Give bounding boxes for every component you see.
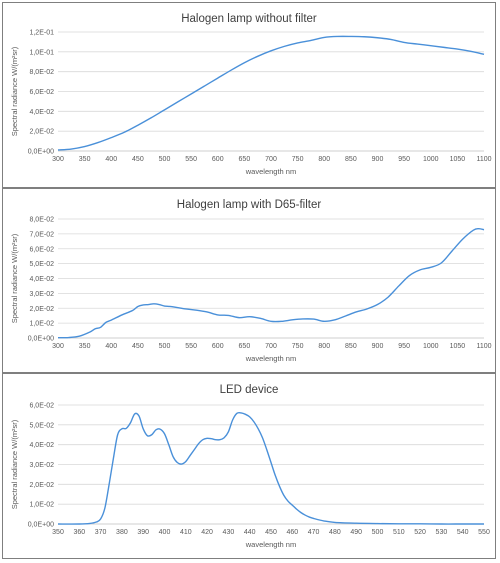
y-tick-label: 1,2E-01 <box>29 30 54 37</box>
x-tick-label: 370 <box>95 529 107 536</box>
x-tick-label: 750 <box>292 156 304 163</box>
y-tick-label: 6,0E-02 <box>29 89 54 96</box>
y-axis-label: Spectral radiance W/(m²sr) <box>10 233 19 323</box>
x-axis-label: wavelength nm <box>245 540 296 549</box>
x-tick-label: 460 <box>286 529 298 536</box>
x-tick-label: 500 <box>159 343 171 350</box>
y-tick-label: 0,0E+00 <box>28 149 54 156</box>
x-tick-label: 600 <box>212 343 224 350</box>
x-tick-label: 400 <box>105 343 117 350</box>
y-tick-label: 1,0E-02 <box>29 321 54 328</box>
x-axis-label: wavelength nm <box>245 354 296 363</box>
x-tick-label: 470 <box>308 529 320 536</box>
y-tick-label: 2,0E-02 <box>29 306 54 313</box>
y-tick-label: 8,0E-02 <box>29 69 54 76</box>
y-axis-label: Spectral radiance W/(m²sr) <box>10 46 19 136</box>
x-tick-label: 950 <box>398 343 410 350</box>
y-tick-label: 6,0E-02 <box>29 246 54 253</box>
x-tick-label: 490 <box>350 529 362 536</box>
y-tick-label: 1,0E-01 <box>29 49 54 56</box>
x-tick-label: 360 <box>73 529 85 536</box>
y-tick-label: 2,0E-02 <box>29 482 54 489</box>
y-tick-label: 7,0E-02 <box>29 231 54 238</box>
x-tick-label: 350 <box>52 529 64 536</box>
chart-panel-2: Halogen lamp with D65-filter 0,0E+00 1,0E… <box>2 188 496 373</box>
x-tick-label: 550 <box>185 343 197 350</box>
x-tick-label: 650 <box>239 343 251 350</box>
x-tick-label: 510 <box>393 529 405 536</box>
x-tick-label: 450 <box>132 343 144 350</box>
y-tick-label: 5,0E-02 <box>29 261 54 268</box>
x-tick-label: 390 <box>137 529 149 536</box>
x-tick-label: 1100 <box>476 343 491 350</box>
y-tick-label: 3,0E-02 <box>29 462 54 469</box>
y-tick-label: 3,0E-02 <box>29 291 54 298</box>
x-tick-label: 1000 <box>423 343 439 350</box>
x-tick-label: 800 <box>318 343 330 350</box>
chart-2: 0,0E+00 1,0E-02 2,0E-02 3,0E-02 4,0E-02 5,0E-… <box>10 217 492 364</box>
chart-panel-3: LED device 0,0E+00 1,0E-02 2,0E-02 3,0E-02 4… <box>2 373 496 559</box>
x-tick-label: 300 <box>52 156 64 163</box>
y-axis-label: Spectral radiance W/(m²sr) <box>10 419 19 509</box>
x-axis-label: wavelength nm <box>245 167 296 176</box>
chart-panel-1: Halogen lamp without filter 0,0E+00 2,0E-… <box>2 2 496 188</box>
x-tick-label: 350 <box>79 343 91 350</box>
chart-3: 0,0E+00 1,0E-02 2,0E-02 3,0E-02 4,0E-02 5,0E-… <box>10 403 490 550</box>
x-tick-label: 500 <box>159 156 171 163</box>
y-tick-label: 5,0E-02 <box>29 422 54 429</box>
y-tick-label: 2,0E-02 <box>29 129 54 136</box>
x-tick-label: 500 <box>372 529 384 536</box>
x-tick-label: 520 <box>414 529 426 536</box>
x-tick-label: 420 <box>201 529 213 536</box>
y-tick-label: 0,0E+00 <box>28 522 54 529</box>
x-tick-label: 950 <box>398 156 410 163</box>
y-tick-label: 4,0E-02 <box>29 442 54 449</box>
x-tick-label: 450 <box>265 529 277 536</box>
x-tick-label: 1050 <box>450 156 466 163</box>
x-tick-label: 550 <box>478 529 490 536</box>
x-tick-label: 380 <box>116 529 128 536</box>
x-tick-label: 900 <box>372 156 384 163</box>
x-tick-label: 800 <box>318 156 330 163</box>
x-tick-label: 850 <box>345 343 357 350</box>
x-tick-label: 530 <box>436 529 448 536</box>
y-tick-label: 8,0E-02 <box>29 217 54 224</box>
y-tick-label: 4,0E-02 <box>29 276 54 283</box>
y-tick-label: 0,0E+00 <box>28 336 54 343</box>
x-tick-label: 300 <box>52 343 64 350</box>
chart-title: Halogen lamp with D65-filter <box>176 199 322 211</box>
chart-title: LED device <box>219 384 279 396</box>
x-tick-label: 1100 <box>476 156 491 163</box>
x-tick-label: 1000 <box>423 156 439 163</box>
x-tick-label: 850 <box>345 156 357 163</box>
x-tick-label: 540 <box>457 529 469 536</box>
x-tick-label: 750 <box>292 343 304 350</box>
x-tick-label: 600 <box>212 156 224 163</box>
chart-1: 0,0E+00 2,0E-02 4,0E-02 6,0E-02 8,0E-02 1,0E-… <box>10 30 492 177</box>
x-tick-label: 480 <box>329 529 341 536</box>
x-tick-label: 350 <box>79 156 91 163</box>
x-tick-label: 550 <box>185 156 197 163</box>
x-tick-label: 900 <box>372 343 384 350</box>
series-line <box>57 411 484 525</box>
series-line <box>57 35 485 151</box>
x-tick-label: 700 <box>265 343 277 350</box>
chart-title: Halogen lamp without filter <box>181 13 317 25</box>
x-tick-label: 650 <box>239 156 251 163</box>
x-tick-label: 400 <box>159 529 171 536</box>
x-tick-label: 400 <box>105 156 117 163</box>
y-tick-label: 4,0E-02 <box>29 109 54 116</box>
x-tick-label: 440 <box>244 529 256 536</box>
x-tick-label: 450 <box>132 156 144 163</box>
y-tick-label: 1,0E-02 <box>29 502 54 509</box>
x-tick-label: 700 <box>265 156 277 163</box>
series-line <box>57 227 485 339</box>
x-tick-label: 430 <box>223 529 235 536</box>
x-tick-label: 1050 <box>450 343 466 350</box>
y-tick-label: 6,0E-02 <box>29 403 54 410</box>
x-tick-label: 410 <box>180 529 192 536</box>
